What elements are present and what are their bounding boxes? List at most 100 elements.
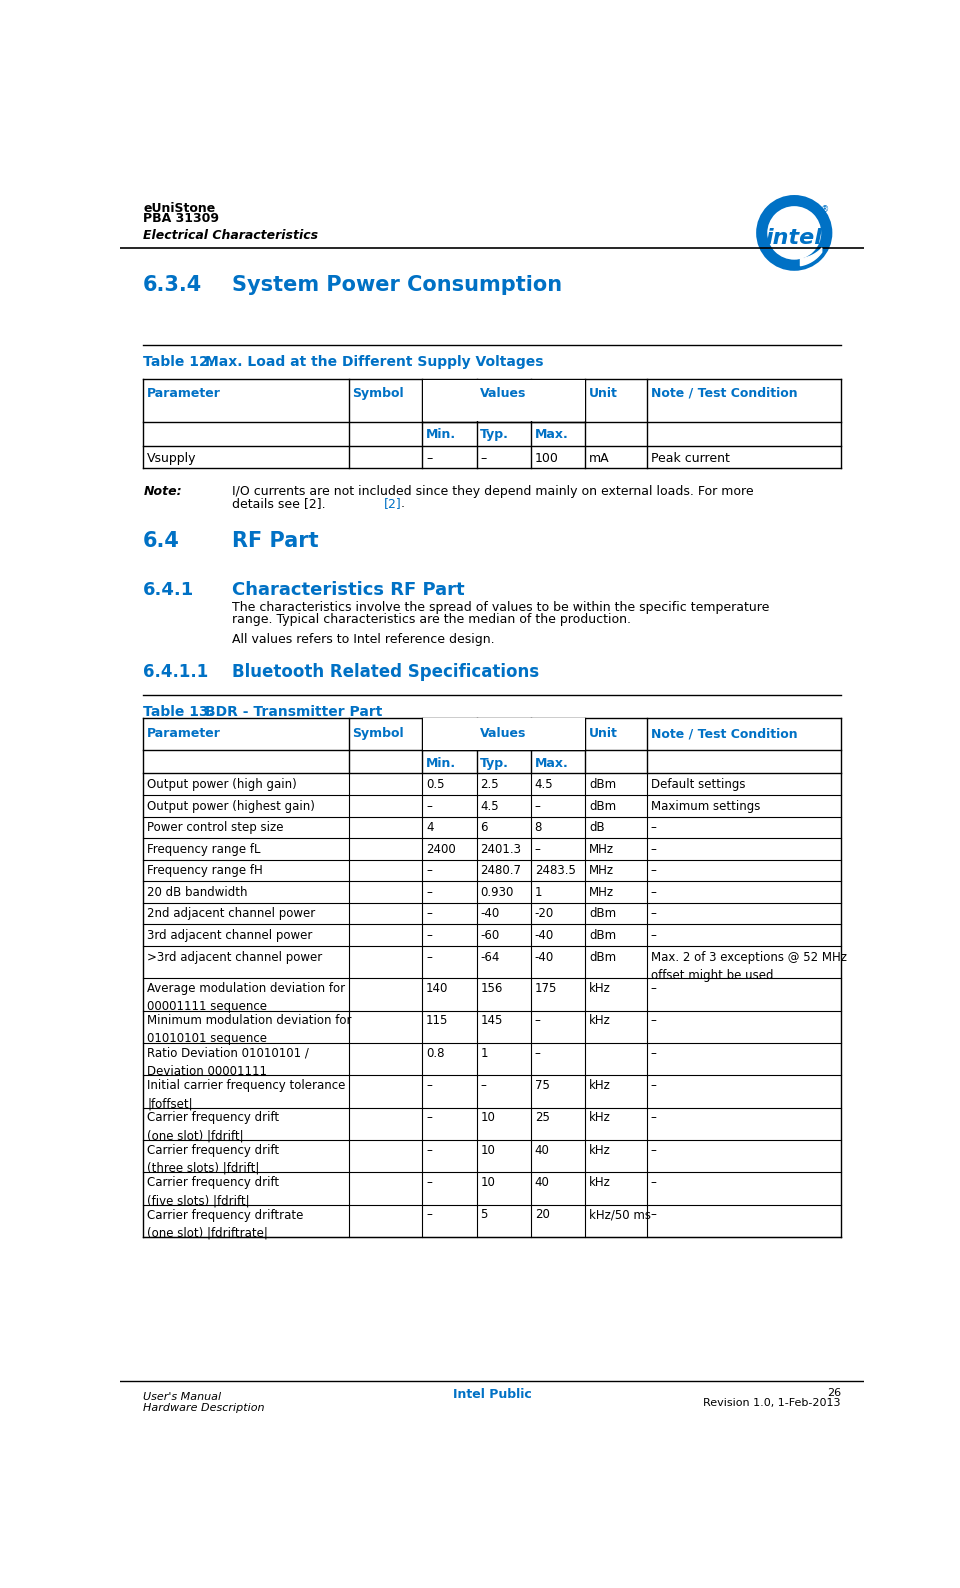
Text: –: – — [651, 1080, 657, 1093]
Text: 2nd adjacent channel power: 2nd adjacent channel power — [147, 907, 316, 921]
Text: –: – — [535, 800, 540, 813]
Text: Max.: Max. — [535, 756, 568, 770]
Text: Unit: Unit — [588, 387, 617, 400]
Text: –: – — [651, 1143, 657, 1156]
Text: RF Part: RF Part — [232, 530, 319, 551]
Text: Min.: Min. — [426, 756, 456, 770]
Text: 40: 40 — [535, 1177, 549, 1189]
Text: Ratio Deviation 01010101 /
Deviation 00001111: Ratio Deviation 01010101 / Deviation 000… — [147, 1046, 309, 1078]
Text: >3rd adjacent channel power: >3rd adjacent channel power — [147, 951, 323, 964]
Text: Characteristics RF Part: Characteristics RF Part — [232, 581, 465, 599]
Text: –: – — [651, 843, 657, 856]
Text: Parameter: Parameter — [147, 727, 221, 740]
Text: Revision 1.0, 1-Feb-2013: Revision 1.0, 1-Feb-2013 — [704, 1397, 841, 1409]
Text: –: – — [651, 1112, 657, 1124]
Text: Values: Values — [480, 727, 527, 740]
Text: –: – — [651, 886, 657, 899]
Text: –: – — [535, 843, 540, 856]
Text: Minimum modulation deviation for
01010101 sequence: Minimum modulation deviation for 0101010… — [147, 1015, 351, 1045]
Text: Output power (high gain): Output power (high gain) — [147, 778, 297, 791]
Text: 6.4: 6.4 — [143, 530, 180, 551]
Text: 20: 20 — [535, 1208, 549, 1221]
Text: kHz: kHz — [588, 1080, 611, 1093]
Text: 75: 75 — [535, 1080, 549, 1093]
Text: –: – — [651, 1208, 657, 1221]
Text: –: – — [651, 864, 657, 877]
Text: –: – — [535, 1015, 540, 1027]
Text: range. Typical characteristics are the median of the production.: range. Typical characteristics are the m… — [232, 613, 632, 626]
Text: Frequency range fL: Frequency range fL — [147, 843, 260, 856]
Text: BDR - Transmitter Part: BDR - Transmitter Part — [205, 705, 383, 719]
Text: Electrical Characteristics: Electrical Characteristics — [143, 229, 319, 241]
Text: –: – — [426, 951, 432, 964]
Text: 10: 10 — [480, 1143, 495, 1156]
Text: 25: 25 — [535, 1112, 549, 1124]
Text: –: – — [651, 907, 657, 921]
Text: Symbol: Symbol — [352, 727, 404, 740]
Text: –: – — [651, 1046, 657, 1059]
Text: All values refers to Intel reference design.: All values refers to Intel reference des… — [232, 634, 495, 646]
Text: 0.8: 0.8 — [426, 1046, 444, 1059]
Text: dBm: dBm — [588, 929, 616, 942]
Text: Min.: Min. — [426, 427, 456, 441]
Text: 175: 175 — [535, 981, 557, 996]
Text: kHz: kHz — [588, 1112, 611, 1124]
Text: –: – — [426, 800, 432, 813]
Text: MHz: MHz — [588, 843, 614, 856]
Text: 4.5: 4.5 — [480, 800, 499, 813]
Text: 2401.3: 2401.3 — [480, 843, 521, 856]
Text: Initial carrier frequency tolerance
|foffset|: Initial carrier frequency tolerance |fof… — [147, 1080, 346, 1110]
Text: Parameter: Parameter — [147, 387, 221, 400]
Text: eUniStone: eUniStone — [143, 202, 215, 214]
Text: –: – — [426, 929, 432, 942]
Text: Table 13.: Table 13. — [143, 705, 214, 719]
Text: Intel Public: Intel Public — [452, 1388, 532, 1401]
Text: –: – — [426, 451, 432, 465]
Text: User's Manual: User's Manual — [143, 1391, 222, 1402]
Text: 115: 115 — [426, 1015, 448, 1027]
Text: 8: 8 — [535, 821, 542, 834]
Text: dBm: dBm — [588, 951, 616, 964]
Text: Carrier frequency drift
(one slot) |fdrift|: Carrier frequency drift (one slot) |fdri… — [147, 1112, 279, 1142]
Text: Typ.: Typ. — [480, 756, 509, 770]
Text: 10: 10 — [480, 1177, 495, 1189]
Text: mA: mA — [588, 451, 610, 465]
Text: kHz: kHz — [588, 1143, 611, 1156]
Text: Typ.: Typ. — [480, 427, 509, 441]
Text: 100: 100 — [535, 451, 559, 465]
Text: -40: -40 — [480, 907, 499, 921]
Text: –: – — [651, 981, 657, 996]
Text: 4: 4 — [426, 821, 434, 834]
Text: 6: 6 — [480, 821, 488, 834]
Text: 145: 145 — [480, 1015, 503, 1027]
Text: –: – — [426, 907, 432, 921]
Text: –: – — [480, 451, 487, 465]
Text: Default settings: Default settings — [651, 778, 745, 791]
Text: 20 dB bandwidth: 20 dB bandwidth — [147, 886, 248, 899]
Text: ®: ® — [821, 205, 829, 214]
Text: 140: 140 — [426, 981, 448, 996]
Text: –: – — [426, 1080, 432, 1093]
Text: -20: -20 — [535, 907, 554, 921]
Text: 4.5: 4.5 — [535, 778, 553, 791]
Text: Unit: Unit — [588, 727, 617, 740]
Text: –: – — [535, 1046, 540, 1059]
Text: -40: -40 — [535, 929, 554, 942]
Text: Average modulation deviation for
00001111 sequence: Average modulation deviation for 0000111… — [147, 981, 346, 1013]
Text: .: . — [400, 497, 404, 510]
Text: MHz: MHz — [588, 886, 614, 899]
Text: Max. 2 of 3 exceptions @ 52 MHz
offset might be used: Max. 2 of 3 exceptions @ 52 MHz offset m… — [651, 951, 847, 981]
Text: 3rd adjacent channel power: 3rd adjacent channel power — [147, 929, 313, 942]
Text: –: – — [480, 1080, 487, 1093]
Text: -40: -40 — [535, 951, 554, 964]
Text: 156: 156 — [480, 981, 503, 996]
Text: Note:: Note: — [143, 484, 181, 497]
Text: –: – — [426, 1143, 432, 1156]
Text: I/O currents are not included since they depend mainly on external loads. For mo: I/O currents are not included since they… — [232, 484, 754, 497]
Text: –: – — [426, 1208, 432, 1221]
Text: Peak current: Peak current — [651, 451, 730, 465]
Text: 2483.5: 2483.5 — [535, 864, 575, 877]
Text: –: – — [426, 1112, 432, 1124]
Text: dBm: dBm — [588, 800, 616, 813]
Text: details see [2].: details see [2]. — [232, 497, 326, 510]
